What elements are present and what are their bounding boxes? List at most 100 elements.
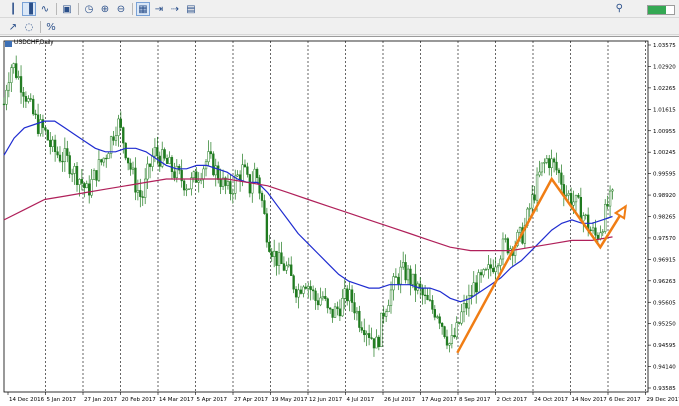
candle-body [444,327,446,337]
candle-body [578,195,580,197]
candlestick-icon[interactable]: ▐ [22,2,36,16]
candle-body [49,140,51,147]
candle-body [354,303,356,313]
candle-body [35,114,37,115]
candle-body [434,309,436,317]
candle-body [470,295,472,296]
candle-body [475,283,477,292]
percent-icon[interactable]: % [44,20,58,34]
candle-body [585,215,587,216]
candle-body [500,259,502,265]
connection-status-bar [647,5,675,15]
candle-body [393,277,395,290]
zoom-out-icon[interactable]: ⊖ [114,2,128,16]
candle-body [193,172,195,178]
candle-body [122,128,124,143]
candle-body [609,191,611,206]
candle-body [137,190,139,192]
candle-body [188,189,190,190]
candle-body [346,289,348,301]
candle-body [317,301,319,305]
candle-body [546,159,548,163]
x-tick-label: 2 Oct 2017 [497,397,528,403]
candle-body [458,323,460,324]
x-tick-label: 8 Sep 2017 [459,397,491,403]
candle-body [117,119,119,136]
zoom-in-icon[interactable]: ⊕ [98,2,112,16]
candle-body [149,164,151,167]
chart-shift-icon[interactable]: ⇥ [152,2,166,16]
line-chart-icon[interactable]: ∿ [38,2,52,16]
x-tick-label: 5 Jan 2017 [47,397,77,403]
candle-body [349,290,351,301]
candle-body [502,239,504,259]
candle-body [461,312,463,323]
x-tick-label: 19 May 2017 [272,397,308,403]
y-tick-label: 0.96915 [653,257,676,263]
candle-body [451,335,453,343]
candle-body [446,337,448,345]
candle-body [548,159,550,168]
tile-windows-icon[interactable]: ▦ [136,2,150,16]
candle-body [81,179,83,183]
candle-body [71,173,73,174]
candle-body [310,286,312,289]
cursor-icon[interactable]: ◌ [22,20,36,34]
candle-body [83,183,85,187]
crosshair-icon[interactable]: ↗ [6,20,20,34]
candle-body [480,272,482,274]
candle-body [54,140,56,152]
candle-body [612,190,614,191]
search-icon[interactable]: ⚲ [616,3,623,14]
candle-body [390,290,392,306]
candle-body [3,104,5,105]
candle-body [529,208,531,209]
y-tick-label: 0.99595 [653,172,676,178]
candle-body [93,170,95,179]
y-tick-label: 0.95605 [653,300,676,306]
candle-body [597,235,599,239]
grid-icon[interactable]: ▤ [184,2,198,16]
autoscroll-icon[interactable]: ⇢ [168,2,182,16]
candle-body [453,335,455,336]
candle-body [271,252,273,257]
x-tick-label: 27 Apr 2017 [234,397,269,403]
candle-body [86,184,88,188]
candle-body [161,150,163,167]
candle-body [302,287,304,294]
candle-body [383,313,385,316]
candle-body [366,333,368,334]
candle-body [356,311,358,313]
candle-body [30,99,32,100]
x-tick-label: 14 Dec 2016 [9,397,45,403]
candle-body [247,167,249,175]
chart-title: USDCHF,Daily [14,40,53,46]
toolbar-separator [40,21,41,33]
candle-body [74,166,76,173]
candle-body [96,170,98,180]
candle-body [456,323,458,337]
candle-body [599,233,601,239]
template-icon[interactable]: ▣ [60,2,74,16]
candle-body [268,242,270,251]
candle-body [44,128,46,130]
candle-body [422,288,424,295]
y-tick-label: 0.93585 [653,386,676,392]
candle-body [288,265,290,266]
candle-body [171,157,173,171]
candle-body [208,152,210,162]
candle-body [10,68,12,83]
candle-body [166,158,168,163]
candle-body [100,160,102,163]
candle-body [210,152,212,154]
candle-body [427,295,429,299]
candle-body [320,298,322,305]
candle-body [152,156,154,167]
candle-body [186,189,188,190]
bar-chart-icon[interactable]: ┃ [6,2,20,16]
candle-body [436,317,438,318]
clock-icon[interactable]: ◷ [82,2,96,16]
candle-body [429,300,431,301]
